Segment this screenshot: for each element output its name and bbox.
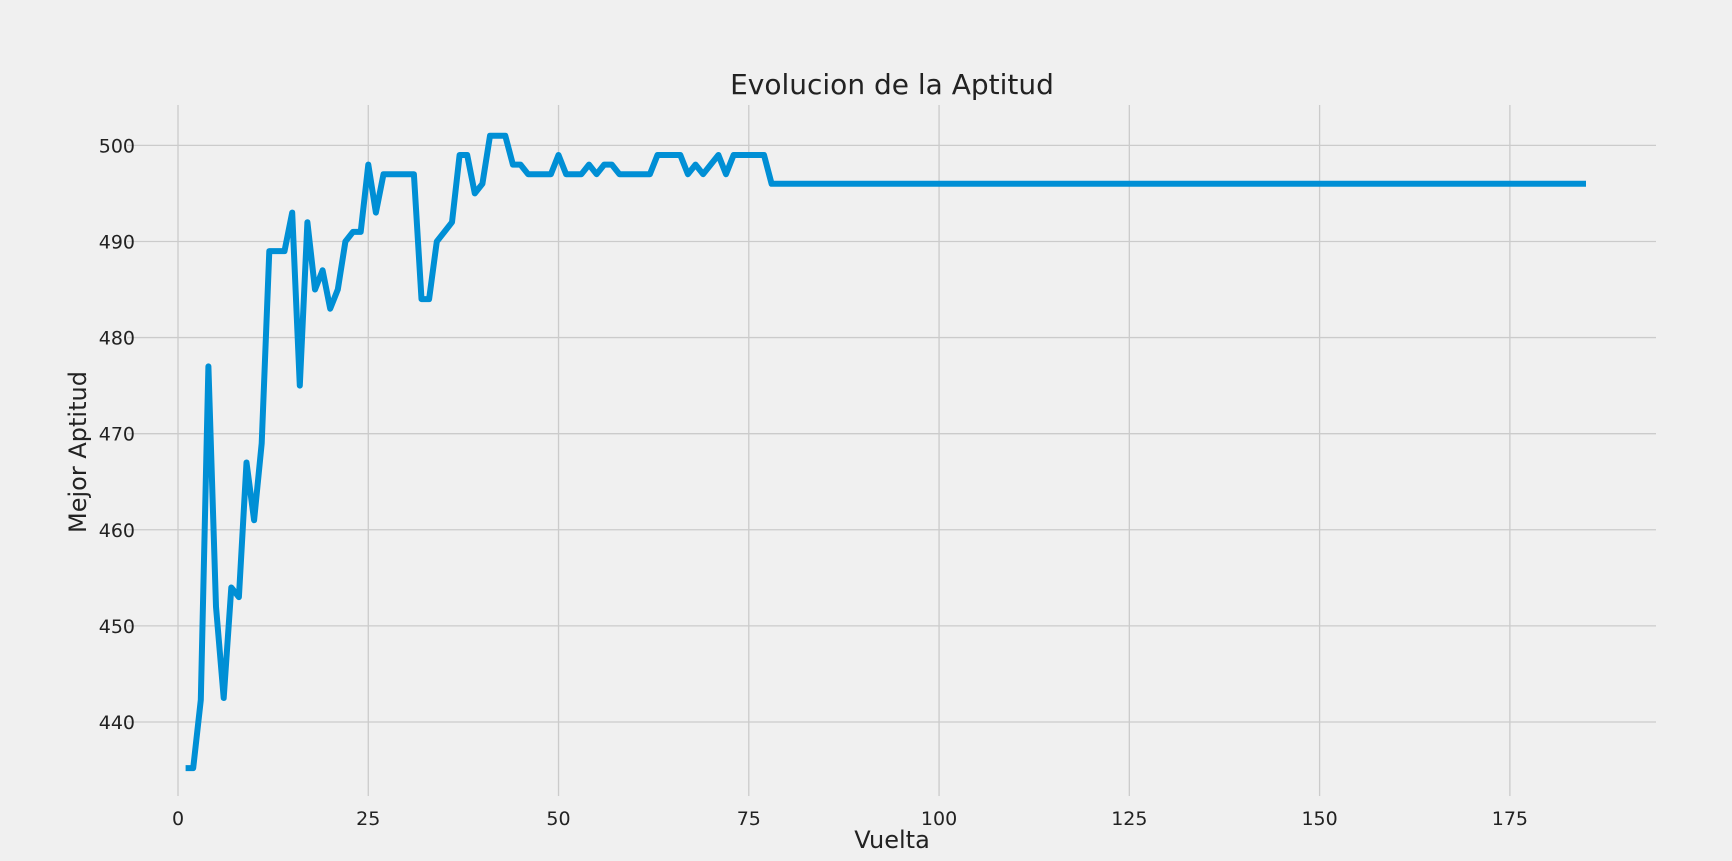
- y-tick-label: 460: [99, 520, 135, 542]
- x-tick-label: 25: [356, 808, 380, 830]
- x-tick-label: 100: [921, 808, 957, 830]
- x-axis-label: Vuelta: [854, 826, 930, 854]
- x-tick-label: 50: [546, 808, 570, 830]
- y-tick-label: 470: [99, 424, 135, 446]
- x-tick-label: 125: [1111, 808, 1147, 830]
- x-tick-label: 175: [1492, 808, 1528, 830]
- y-tick-label: 450: [99, 616, 135, 638]
- y-tick-label: 440: [99, 712, 135, 734]
- series-line: [185, 132, 1586, 772]
- y-tick-label: 480: [99, 328, 135, 350]
- series: [185, 132, 1586, 772]
- tick-labels: 0 25 50 75 100 125 150 175 440 450 460 470 480 490 500: [99, 135, 1528, 830]
- y-axis-label: Mejor Aptitud: [64, 371, 92, 533]
- x-tick-label: 0: [172, 808, 184, 830]
- grid: [127, 105, 1656, 796]
- x-tick-label: 75: [737, 808, 761, 830]
- y-tick-label: 490: [99, 231, 135, 253]
- x-tick-label: 150: [1301, 808, 1337, 830]
- chart-title: Evolucion de la Aptitud: [730, 68, 1054, 101]
- y-tick-label: 500: [99, 135, 135, 157]
